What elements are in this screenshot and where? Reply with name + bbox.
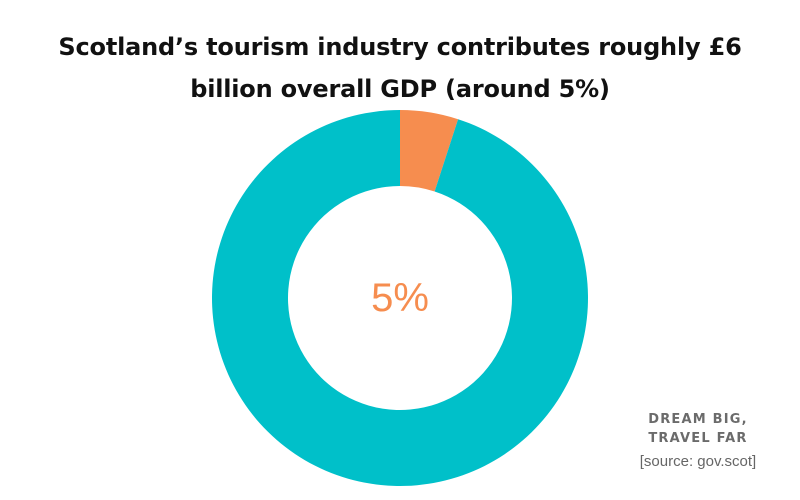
donut-slice-1 <box>212 110 588 486</box>
branding-block: DREAM BIG, TRAVEL FAR [source: gov.scot] <box>628 410 768 472</box>
donut-slice-0 <box>400 110 459 192</box>
chart-title-line-1: Scotland’s tourism industry contributes … <box>58 33 742 61</box>
donut-slices <box>212 110 588 486</box>
chart-title-line-2: billion overall GDP (around 5%) <box>190 75 610 103</box>
chart-title: Scotland’s tourism industry contributes … <box>0 26 800 110</box>
source-note: [source: gov.scot] <box>639 453 757 470</box>
center-percent-label: 5% <box>371 276 429 320</box>
brand-tagline-line-2: TRAVEL FAR <box>648 431 748 446</box>
brand-tagline-line-1: DREAM BIG, <box>648 412 748 427</box>
